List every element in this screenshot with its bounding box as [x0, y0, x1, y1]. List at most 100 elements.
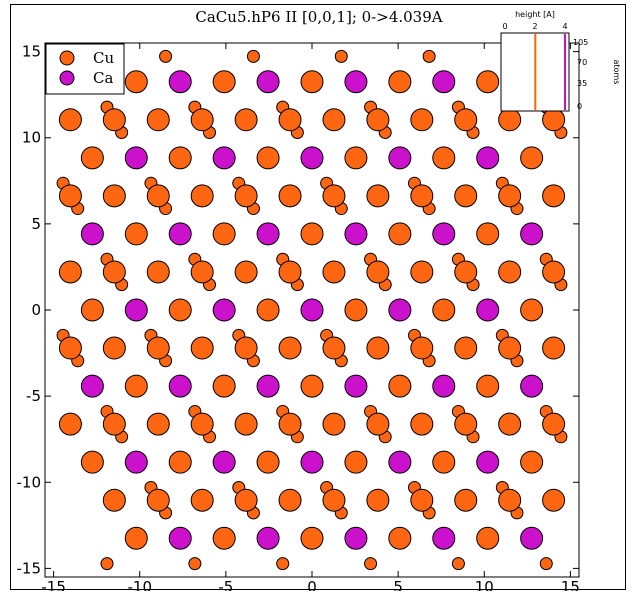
- cu-atom: [498, 336, 522, 360]
- cu-atom: [234, 488, 258, 512]
- cu-atom: [322, 184, 346, 208]
- cu-atom: [498, 412, 522, 436]
- plot-frame: CaCu5.hP6 II [0,0,1]; 0->4.039A -15 -10 -5…: [10, 4, 626, 591]
- cu-atom: [58, 108, 82, 132]
- cu-atom: [256, 298, 280, 322]
- cu-atom: [410, 488, 434, 512]
- cu-atom: [542, 108, 566, 132]
- ca-atom: [432, 70, 456, 94]
- ca-atom: [300, 450, 324, 474]
- cu-atom: [146, 108, 170, 132]
- cu-atom: [454, 412, 478, 436]
- inset-ytick-35: 35: [577, 79, 587, 88]
- cu-atom: [410, 336, 434, 360]
- cu-atom: [344, 450, 368, 474]
- height-inset: height [A] 0 2 4 105 70 35 0 atoms: [500, 10, 621, 112]
- cu-atom: [476, 374, 500, 398]
- ca-atom: [168, 70, 192, 94]
- cu-atom: [520, 298, 544, 322]
- legend-ca-label: Ca: [93, 69, 113, 87]
- cu-atom: [388, 70, 412, 94]
- ca-atom: [344, 374, 368, 398]
- cu-atom: [432, 450, 456, 474]
- cu-atom: [124, 70, 148, 94]
- cu-atom: [300, 70, 324, 94]
- ca-atom: [256, 526, 280, 550]
- ca-atom: [432, 374, 456, 398]
- cu-atom: [102, 108, 126, 132]
- cu-atom: [234, 260, 258, 284]
- x-tick-label: 0: [307, 578, 317, 591]
- cu-atom: [80, 146, 104, 170]
- cu-atom: [300, 222, 324, 246]
- ca-atom: [124, 146, 148, 170]
- cu-atom: [432, 298, 456, 322]
- cu-atom: [168, 450, 192, 474]
- cu-atom: [300, 526, 324, 550]
- ca-atom: [388, 298, 412, 322]
- cu-atom: [454, 336, 478, 360]
- cu-atom: [146, 412, 170, 436]
- cu-atom: [498, 260, 522, 284]
- cu-atom: [124, 526, 148, 550]
- atoms-layer: [56, 49, 568, 571]
- cu-atom: [58, 336, 82, 360]
- y-tick-label: -15: [17, 559, 42, 577]
- cu-atom: [476, 222, 500, 246]
- cu-atom: [146, 336, 170, 360]
- cu-atom: [498, 184, 522, 208]
- cu-atom: [366, 108, 390, 132]
- cu-atom: [322, 336, 346, 360]
- cu-atom: [278, 488, 302, 512]
- cu-atom: [542, 488, 566, 512]
- cu-atom: [454, 108, 478, 132]
- legend-cu-marker: [59, 50, 75, 66]
- cu-atom: [278, 260, 302, 284]
- cu-atom: [542, 184, 566, 208]
- x-tick-label: 5: [393, 578, 403, 591]
- cu-atom: [366, 412, 390, 436]
- cu-atom: [322, 260, 346, 284]
- cu-atom: [102, 184, 126, 208]
- ca-atom: [256, 222, 280, 246]
- cu-atom: [542, 260, 566, 284]
- y-tick-label: 5: [31, 215, 41, 233]
- x-tick-label: -10: [127, 578, 152, 591]
- cu-atom: [366, 336, 390, 360]
- cu-atom: [498, 108, 522, 132]
- scatter-chart: CaCu5.hP6 II [0,0,1]; 0->4.039A -15 -10 -5…: [17, 8, 622, 591]
- y-tick-label: 15: [22, 43, 41, 61]
- ca-atom: [124, 298, 148, 322]
- ca-atom: [80, 374, 104, 398]
- ca-atom: [300, 298, 324, 322]
- cu-atom: [234, 108, 258, 132]
- cu-atom: [454, 488, 478, 512]
- cu-atom: [102, 488, 126, 512]
- ca-atom: [256, 70, 280, 94]
- ca-atom: [300, 146, 324, 170]
- cu-atom: [212, 70, 236, 94]
- cu-atom: [539, 557, 553, 571]
- cu-atom: [124, 374, 148, 398]
- cu-atom: [498, 488, 522, 512]
- cu-atom: [212, 374, 236, 398]
- cu-atom: [256, 146, 280, 170]
- cu-atom: [422, 49, 436, 63]
- cu-atom: [520, 450, 544, 474]
- cu-atom: [80, 298, 104, 322]
- cu-atom: [234, 184, 258, 208]
- cu-atom: [80, 450, 104, 474]
- ca-atom: [124, 450, 148, 474]
- cu-atom: [278, 108, 302, 132]
- cu-atom: [190, 260, 214, 284]
- cu-atom: [344, 146, 368, 170]
- cu-atom: [102, 412, 126, 436]
- cu-atom: [366, 260, 390, 284]
- cu-atom: [322, 488, 346, 512]
- cu-atom: [300, 374, 324, 398]
- cu-atom: [278, 336, 302, 360]
- cu-atom: [278, 412, 302, 436]
- ca-atom: [80, 222, 104, 246]
- ca-atom: [388, 146, 412, 170]
- x-tick-label: 10: [475, 578, 494, 591]
